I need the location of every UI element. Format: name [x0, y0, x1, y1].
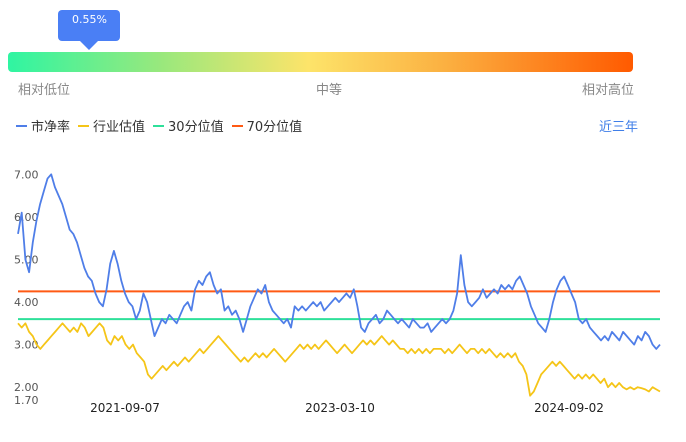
chart-legend: 市净率 行业估值 30分位值 70分位值 — [16, 116, 310, 135]
x-tick-label: 2021-09-07 — [90, 401, 160, 415]
y-tick-label: 7.00 — [14, 168, 39, 181]
series-line-industry — [17, 322, 661, 397]
y-tick-label: 1.70 — [14, 394, 39, 407]
series-line-pb — [17, 173, 661, 350]
legend-swatch-p70 — [231, 124, 243, 127]
y-tick-label: 6.00 — [14, 211, 39, 224]
legend-swatch-p30 — [153, 124, 165, 127]
legend-label-industry: 行业估值 — [93, 120, 146, 135]
legend-label-p30: 30分位值 — [168, 120, 224, 135]
percentile-gauge-bar — [8, 52, 633, 72]
y-tick-label: 3.00 — [14, 339, 39, 352]
legend-swatch-pb — [16, 124, 27, 127]
legend-label-p70: 70分位值 — [246, 120, 303, 135]
legend-item-pb[interactable]: 市净率 — [16, 116, 70, 135]
y-tick-label: 4.00 — [14, 296, 39, 309]
tooltip-pointer-icon — [80, 41, 99, 50]
y-tick-label: 2.00 — [14, 381, 39, 394]
percentile-value: 0.55% — [71, 13, 107, 26]
gauge-high-label: 相对高位 — [582, 83, 635, 98]
time-range-selector[interactable]: 近三年 — [599, 120, 639, 135]
gauge-mid-label: 中等 — [316, 83, 343, 98]
legend-label-pb: 市净率 — [31, 120, 71, 135]
legend-item-p30[interactable]: 30分位值 — [153, 116, 224, 135]
legend-swatch-industry — [78, 124, 90, 127]
legend-item-p70[interactable]: 70分位值 — [231, 116, 303, 135]
legend-item-industry[interactable]: 行业估值 — [78, 116, 145, 135]
percentile-tooltip: 0.55% — [58, 10, 121, 41]
x-tick-label: 2023-03-10 — [305, 401, 375, 415]
x-tick-label: 2024-09-02 — [534, 401, 604, 415]
gauge-low-label: 相对低位 — [18, 83, 71, 98]
